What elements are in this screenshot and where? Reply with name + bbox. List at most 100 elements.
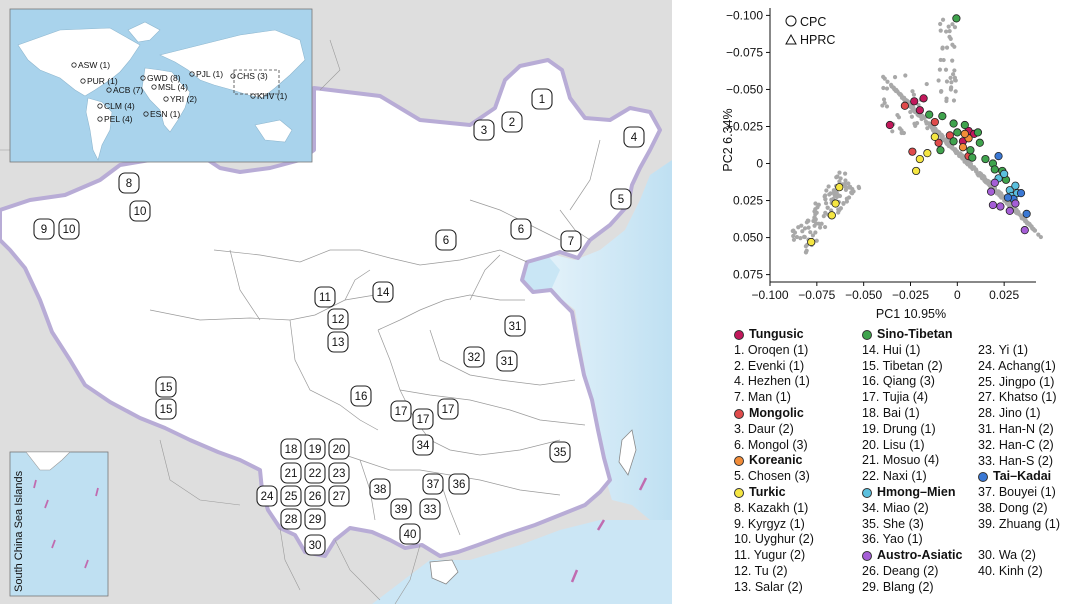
- background-sample-point: [895, 112, 900, 118]
- population-marker-number: 20: [333, 444, 346, 456]
- background-sample-point: [826, 184, 831, 189]
- inset-population-label: YRI (2): [170, 94, 197, 104]
- population-marker-number: 31: [509, 321, 522, 333]
- legend-population-item: 17. Tujia (4): [862, 390, 929, 405]
- population-marker: 4: [623, 126, 645, 148]
- x-tick-label: −0.100: [751, 288, 788, 302]
- background-sample-point: [849, 190, 854, 195]
- background-sample-point: [813, 207, 818, 212]
- legend-group-name: Tai–Kadai: [993, 469, 1052, 484]
- inset-site-marker: [106, 87, 112, 93]
- background-sample-point: [910, 89, 915, 94]
- population-marker-number: 10: [63, 224, 76, 236]
- background-sample-point: [834, 175, 839, 180]
- population-marker-number: 6: [443, 235, 449, 247]
- y-axis-label: PC2 6.34%: [721, 108, 735, 171]
- population-marker-number: 16: [355, 391, 368, 403]
- background-sample-point: [813, 201, 818, 206]
- background-sample-point: [944, 96, 949, 101]
- population-marker-number: 27: [333, 491, 346, 503]
- background-sample-point: [916, 102, 921, 108]
- background-sample-point: [836, 210, 841, 215]
- population-point: [949, 137, 958, 146]
- inset-site-marker: [140, 75, 146, 81]
- population-point: [966, 146, 975, 155]
- background-sample-point: [943, 67, 949, 72]
- population-marker-number: 23: [333, 468, 346, 480]
- legend-group-header: Tungusic: [734, 327, 814, 343]
- background-sample-point: [940, 17, 946, 22]
- background-sample-point: [937, 67, 942, 72]
- inset-site-marker: [97, 116, 103, 122]
- legend-population-item: 39. Zhuang (1): [978, 516, 1060, 531]
- population-point: [835, 183, 844, 192]
- population-marker-number: 2: [509, 117, 515, 129]
- legend-population-item: 16. Qiang (3): [862, 374, 935, 389]
- population-marker-number: 14: [377, 287, 390, 299]
- legend-group-name: Sino-Tibetan: [877, 327, 953, 341]
- background-sample-point: [944, 29, 949, 34]
- legend-population-item: 10. Uyghur (2): [734, 532, 814, 547]
- population-point: [952, 14, 961, 23]
- population-point: [949, 119, 958, 128]
- hprc-triangle-icon: [785, 33, 797, 45]
- population-marker: 9: [33, 218, 55, 240]
- population-marker: 15: [155, 376, 177, 398]
- population-marker-number: 30: [309, 540, 322, 552]
- background-sample-point: [817, 225, 823, 230]
- legend-color-swatch: [862, 329, 872, 340]
- background-sample-point: [946, 24, 951, 29]
- background-sample-point: [948, 36, 953, 41]
- population-marker: 6: [435, 229, 457, 251]
- taiwan: [618, 429, 637, 476]
- background-sample-point: [1017, 212, 1022, 217]
- background-sample-point: [948, 75, 953, 80]
- background-sample-point: [980, 175, 986, 180]
- population-point: [885, 120, 894, 130]
- legend-group-header: Turkic: [734, 485, 814, 501]
- population-point: [960, 120, 969, 130]
- population-marker: 8: [118, 172, 140, 194]
- background-sample-point: [791, 233, 796, 239]
- population-marker: 36: [448, 473, 470, 495]
- legend-population-item: 40. Kinh (2): [978, 564, 1043, 579]
- population-point: [996, 202, 1005, 211]
- background-sample-point: [882, 76, 887, 81]
- background-sample-point: [936, 78, 941, 83]
- china-sampling-map: ASW (1) PUR (1)ACB (7) CLM (4) PEL (4) GWD (…: [0, 0, 672, 604]
- population-marker-number: 11: [319, 292, 331, 304]
- population-marker: 11: [314, 286, 336, 308]
- legend-population-item: 6. Mongol (3): [734, 437, 808, 452]
- population-point: [919, 94, 928, 103]
- population-marker: 32: [463, 346, 485, 368]
- population-marker-number: 13: [332, 337, 345, 349]
- population-marker: 17: [412, 408, 434, 430]
- legend-population-item: 29. Blang (2): [862, 579, 934, 594]
- inset-population-label: PJL (1): [196, 69, 223, 79]
- population-marker: 28: [280, 508, 302, 530]
- background-sample-point: [811, 218, 816, 224]
- inset-site-marker: [97, 103, 103, 109]
- population-marker-number: 24: [261, 491, 274, 503]
- inset-site-marker: [250, 93, 256, 99]
- population-marker-number: 17: [395, 406, 408, 418]
- background-sample-point: [885, 79, 890, 84]
- x-tick-label: 0: [954, 288, 961, 302]
- population-marker: 6: [510, 218, 532, 240]
- background-sample-point: [881, 97, 887, 102]
- background-sample-point: [949, 85, 954, 90]
- population-marker-number: 3: [481, 125, 487, 137]
- x-tick-label: 0.025: [989, 288, 1019, 302]
- population-marker-number: 28: [285, 514, 298, 526]
- background-sample-point: [846, 195, 852, 200]
- background-sample-point: [808, 230, 813, 235]
- population-marker-number: 15: [160, 404, 173, 416]
- legend-population-item: 35. She (3): [862, 516, 924, 531]
- x-tick-label: −0.075: [798, 288, 835, 302]
- population-marker: 14: [372, 281, 394, 303]
- inset-population-label: ASW (1): [78, 60, 110, 70]
- population-points: [807, 14, 1031, 247]
- legend-column-1: Tungusic 1. Oroqen (1) 2. Evenki (1) 4. Hez…: [734, 327, 814, 596]
- legend-population-item: 37. Bouyei (1): [978, 485, 1056, 500]
- population-point: [994, 152, 1003, 161]
